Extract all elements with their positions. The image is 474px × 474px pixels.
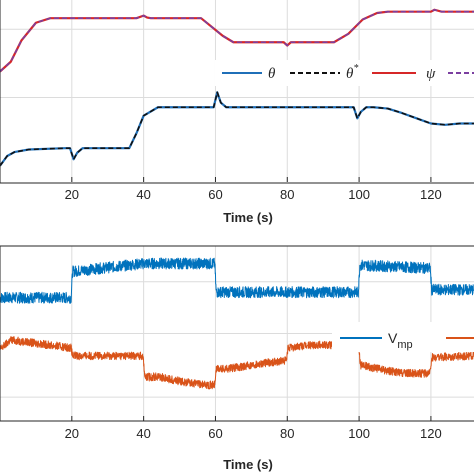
top-plot-x-ticks: 20 40 60 80 100 120 bbox=[65, 177, 442, 202]
bottom-plot-frame bbox=[0, 245, 474, 422]
bottom-plot: 20 40 60 80 100 120 Vmp Time (s) bbox=[0, 245, 474, 472]
bottom-series-line-0 bbox=[0, 257, 474, 304]
bottom-tick-label-80: 80 bbox=[280, 426, 294, 441]
top-plot: 20 40 60 80 100 120 θ θ* ψ Time (s) bbox=[0, 0, 474, 225]
legend-label-theta-ref: θ* bbox=[346, 63, 358, 82]
legend-label-vmp: Vmp bbox=[388, 330, 413, 351]
top-tick-label-100: 100 bbox=[348, 187, 370, 202]
top-series-line-3 bbox=[0, 8, 474, 73]
top-series-line-0 bbox=[0, 91, 474, 167]
top-tick-label-40: 40 bbox=[136, 187, 150, 202]
bottom-tick-label-60: 60 bbox=[208, 426, 222, 441]
top-plot-frame bbox=[0, 0, 474, 184]
bottom-tick-label-20: 20 bbox=[65, 426, 79, 441]
bottom-plot-series bbox=[0, 257, 474, 390]
bottom-series-line-1 bbox=[0, 336, 474, 390]
legend-label-theta: θ bbox=[268, 66, 276, 82]
bottom-tick-label-120: 120 bbox=[420, 426, 442, 441]
top-x-axis-label: Time (s) bbox=[223, 210, 273, 225]
top-series-line-1 bbox=[0, 91, 474, 167]
top-tick-label-20: 20 bbox=[65, 187, 79, 202]
top-tick-label-120: 120 bbox=[420, 187, 442, 202]
bottom-tick-label-100: 100 bbox=[348, 426, 370, 441]
bottom-tick-label-40: 40 bbox=[136, 426, 150, 441]
bottom-x-axis-label: Time (s) bbox=[223, 457, 273, 472]
top-plot-series bbox=[0, 8, 474, 167]
top-legend: θ θ* ψ bbox=[215, 60, 474, 86]
top-tick-label-60: 60 bbox=[208, 187, 222, 202]
bottom-plot-x-ticks: 20 40 60 80 100 120 bbox=[65, 416, 442, 441]
top-tick-label-80: 80 bbox=[280, 187, 294, 202]
bottom-legend: Vmp bbox=[332, 322, 474, 352]
legend-label-psi: ψ bbox=[426, 66, 436, 82]
